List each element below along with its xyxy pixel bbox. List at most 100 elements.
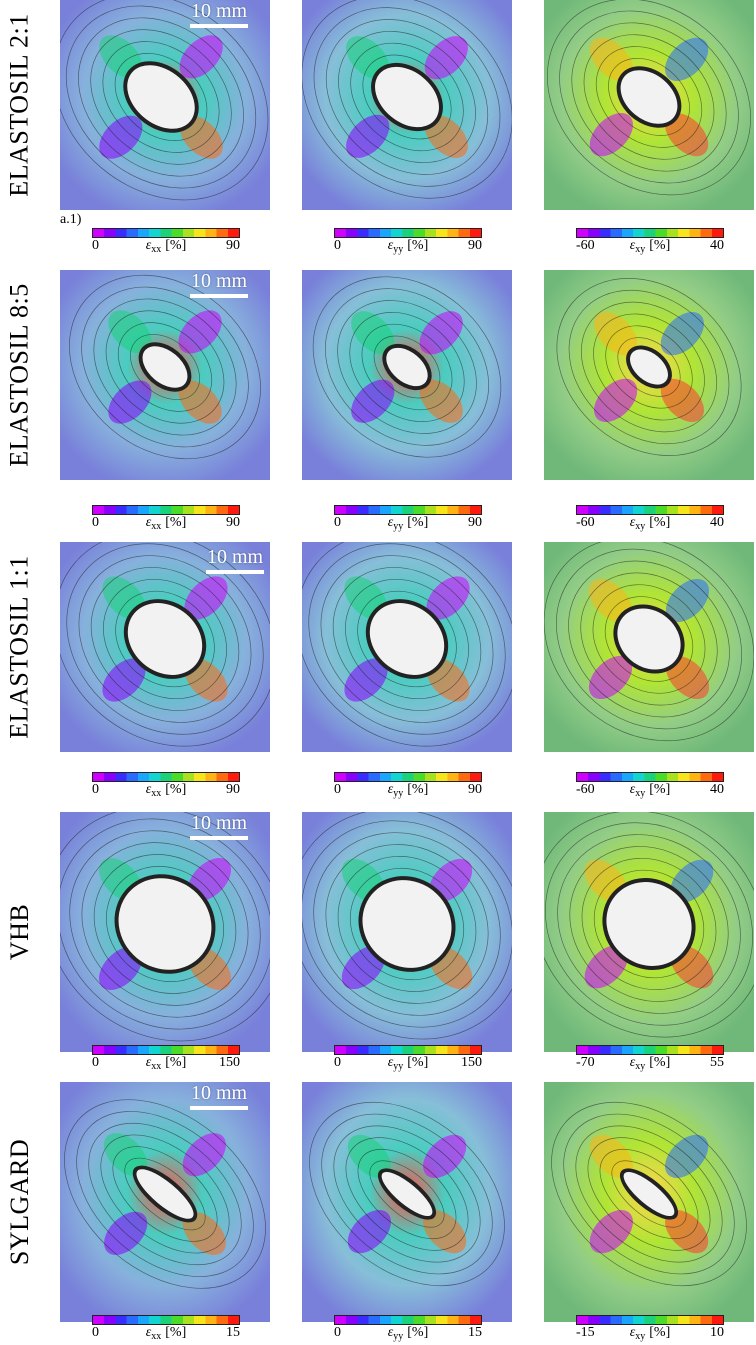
contour-line [112,1146,218,1242]
contour-line [349,312,465,422]
colorbar-max: 150 [461,1055,482,1070]
strain-map [60,1082,270,1322]
strain-component: xy [635,521,646,532]
colorbar-gradient [334,1045,482,1055]
specimen-hole [136,1169,194,1219]
contour-line [333,1125,481,1263]
colorbar-min: 0 [92,1325,99,1340]
contour-line [362,54,452,140]
strain-map [302,1082,512,1322]
strain-map [60,0,270,210]
strain-symbol: ε [629,1325,636,1340]
contour-line [569,846,729,1002]
strain-lobe [660,312,704,356]
row-label-text: ELASTOSIL 1:1 [5,555,35,739]
colorbar: 0 εyy [%] 150 [334,1045,482,1073]
contour-line [605,325,693,409]
strain-lobe [588,578,633,623]
strain-component: xx [151,521,162,532]
strain-symbol: ε [387,1325,394,1340]
colorbar-gradient [92,505,240,515]
strain-map [544,812,754,1052]
strain-map-panel [302,0,512,210]
strain-unit: [%] [407,238,429,253]
colorbar-min: -60 [576,238,595,253]
specimen-hole [362,880,452,968]
row-label: VHB [0,812,40,1052]
contour-line [580,301,718,433]
specimen-hole [127,603,203,675]
colorbar-quantity: εyy [%] [388,782,429,799]
strain-unit: [%] [407,515,429,530]
contour-line [105,310,225,424]
row-label-text: VHB [5,903,34,961]
contour-line [114,53,208,141]
colorbar-max: 90 [468,238,482,253]
colorbar-gradient [576,772,724,782]
strain-component: xy [635,244,646,255]
strain-map [302,270,512,480]
strain-component: xy [635,788,646,799]
strain-component: yy [393,521,404,532]
specimen-hole [620,70,678,124]
colorbar-max: 40 [710,515,724,530]
strain-lobe [589,1134,633,1178]
row-label: SYLGARD [0,1082,40,1322]
strain-unit: [%] [165,238,187,253]
row-label-text: ELASTOSIL 8:5 [5,283,35,467]
strain-lobe [424,36,468,80]
strain-unit: [%] [165,1325,187,1340]
contour-line [350,42,464,152]
contour-line [90,567,240,711]
scale-bar-label: 10 mm [190,812,248,834]
scale-bar: 10 mm [190,1082,248,1110]
colorbar: 0 εyy [%] 90 [334,505,482,533]
strain-unit: [%] [649,515,671,530]
strain-map-panel: 10 mm [60,270,270,480]
contour-line [320,555,494,723]
colorbar-quantity: εxy [%] [630,515,671,532]
scale-bar-line [190,1106,248,1110]
colorbar-quantity: εxx [%] [146,1055,187,1072]
contour-line [575,1125,723,1263]
strain-lobe [665,1134,709,1178]
colorbar-max: 15 [468,1325,482,1340]
strain-lobe [660,378,704,422]
strain-component: yy [393,788,404,799]
contour-line [325,19,489,175]
colorbar-gradient [576,228,724,238]
contour-line [321,1113,493,1275]
contour-line [117,322,213,412]
colorbar: -60 εxy [%] 40 [576,228,724,256]
strain-symbol: ε [145,1055,152,1070]
strain-lobe [424,114,468,158]
colorbar-quantity: εxx [%] [146,515,187,532]
colorbar-quantity: εyy [%] [388,238,429,255]
row-label: ELASTOSIL 1:1 [0,542,40,752]
contour-line [325,844,489,1004]
scale-bar: 10 mm [206,546,264,574]
specimen-hole [369,603,445,675]
contour-line [64,1099,266,1289]
colorbar-gradient [334,505,482,515]
strain-lobe [184,576,228,620]
strain-lobe [178,310,222,354]
contour-line [93,854,237,994]
colorbar-min: 0 [334,1325,341,1340]
scale-bar-line [190,294,248,298]
contour-line [555,548,743,730]
strain-map-panel [544,1082,754,1322]
contour-line [349,867,465,981]
strain-map-panel [544,270,754,480]
strain-lobe [589,113,633,157]
contour-line [563,1113,735,1275]
contour-line [568,560,730,718]
strain-lobe [419,311,463,355]
contour-line [332,567,482,711]
colorbar: 0 εxx [%] 90 [92,772,240,800]
strain-symbol: ε [145,515,152,530]
contour-line [313,832,501,1016]
colorbar-gradient [92,1045,240,1055]
contour-line [593,313,705,421]
strain-map [302,0,512,210]
